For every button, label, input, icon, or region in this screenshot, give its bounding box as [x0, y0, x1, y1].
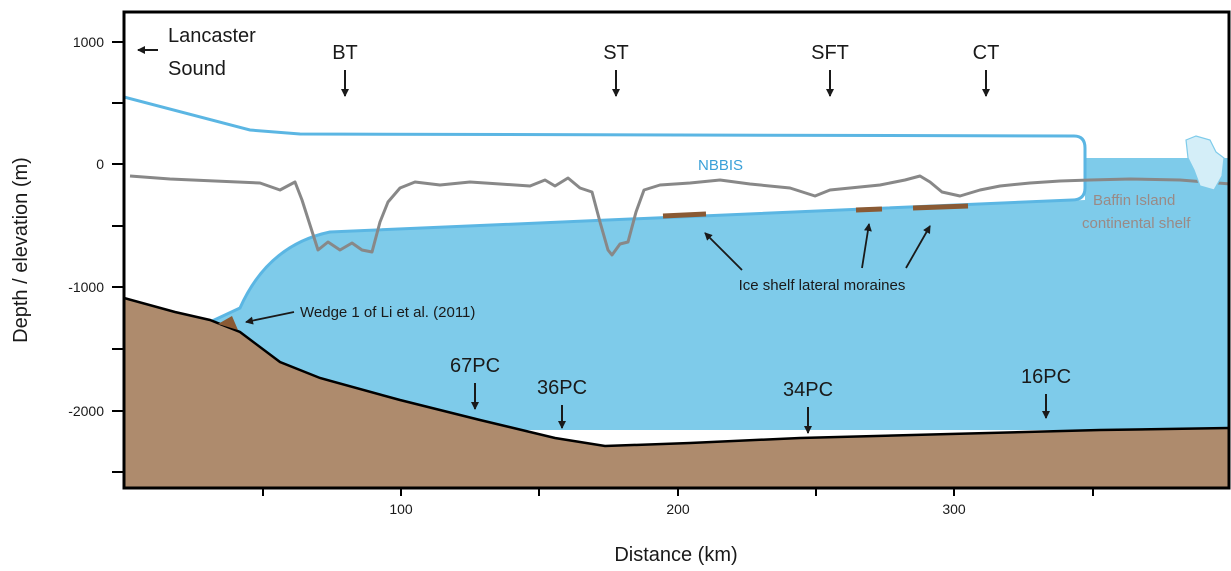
x-tick-label: 100	[389, 501, 413, 517]
x-axis-title: Distance (km)	[614, 544, 737, 566]
x-axis: 100 200 300	[262, 488, 1094, 517]
moraine-1	[662, 211, 707, 219]
y-axis-title: Depth / elevation (m)	[10, 157, 32, 343]
y-tick-label: -2000	[68, 403, 104, 419]
core-markers: 67PC 36PC 34PC 16PC	[450, 355, 1071, 434]
moraines-label: Ice shelf lateral moraines	[739, 277, 906, 294]
lancaster-sound-label: Lancaster Sound	[137, 25, 256, 80]
shelf-label-line2: continental shelf	[1082, 215, 1191, 232]
trough-label-bt: BT	[332, 42, 358, 64]
seafloor	[124, 296, 1229, 488]
iceberg	[1185, 135, 1225, 191]
core-label-36pc: 36PC	[537, 377, 587, 399]
sea-water	[124, 158, 1229, 430]
y-tick-label: 1000	[73, 34, 104, 50]
ice-shelf-label: NBBIS	[698, 157, 743, 174]
y-tick-label: -1000	[68, 279, 104, 295]
x-tick-label: 300	[942, 501, 966, 517]
moraine-2	[855, 206, 883, 213]
y-tick-label: 0	[96, 156, 104, 172]
trough-label-ct: CT	[973, 42, 1000, 64]
shelf-label-line1: Baffin Island	[1093, 192, 1175, 209]
plot-frame	[122, 10, 1231, 490]
shelf-label: Baffin Island continental shelf	[1082, 192, 1191, 232]
plot-area	[124, 95, 1229, 488]
moraines-annotation: Ice shelf lateral moraines	[704, 223, 931, 294]
topographic-profile	[129, 174, 1229, 257]
core-label-16pc: 16PC	[1021, 366, 1071, 388]
trough-markers: BT ST SFT CT	[332, 42, 1000, 97]
core-label-34pc: 34PC	[783, 379, 833, 401]
moraine-3	[912, 203, 969, 211]
lancaster-sound-line2: Sound	[168, 58, 226, 80]
core-label-67pc: 67PC	[450, 355, 500, 377]
lancaster-sound-line1: Lancaster	[168, 25, 256, 47]
y-axis: 1000 0 -1000 -2000	[68, 34, 124, 473]
trough-label-st: ST	[603, 42, 629, 64]
wedge-deposit	[218, 316, 238, 330]
wedge-annotation: Wedge 1 of Li et al. (2011)	[245, 304, 475, 325]
ice-shelf	[124, 95, 1087, 324]
wedge-label: Wedge 1 of Li et al. (2011)	[300, 304, 475, 321]
x-tick-label: 200	[666, 501, 690, 517]
trough-label-sft: SFT	[811, 42, 849, 64]
